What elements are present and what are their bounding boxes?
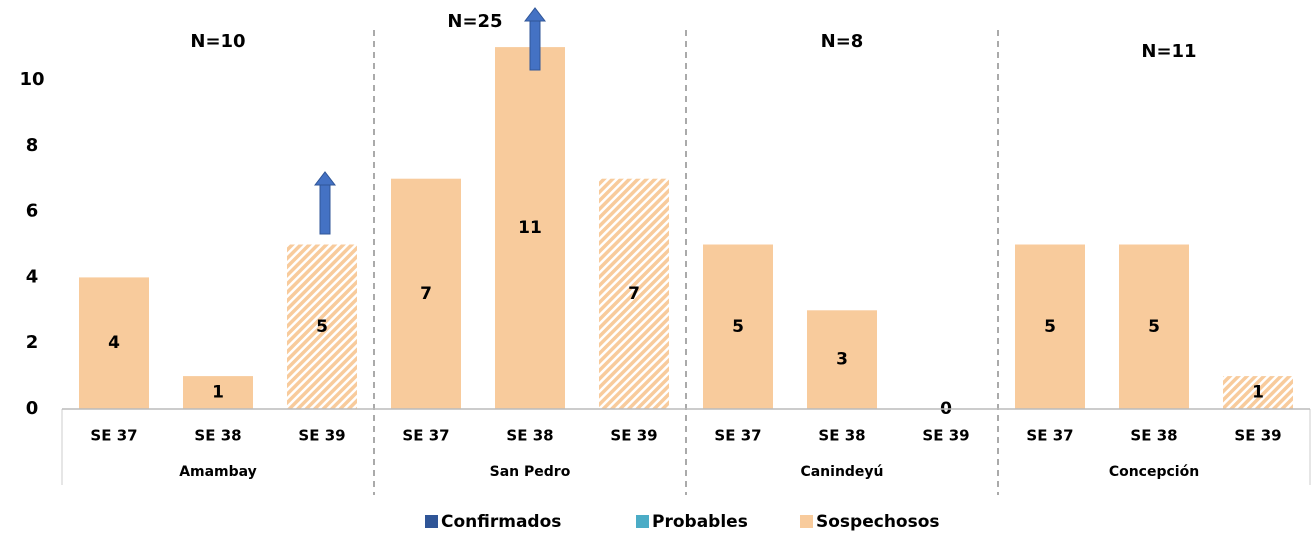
group-label: Amambay <box>179 464 257 480</box>
x-tick-label: SE 37 <box>1026 427 1073 445</box>
legend-swatch <box>800 515 813 528</box>
x-tick-label: SE 37 <box>90 427 137 445</box>
x-tick-label: SE 38 <box>818 427 865 445</box>
legend-label: Probables <box>652 512 748 532</box>
group-label: Canindeyú <box>800 464 883 480</box>
data-label: 1 <box>212 383 224 403</box>
bar <box>1223 376 1293 409</box>
y-tick-label: 8 <box>26 135 39 156</box>
x-tick-label: SE 39 <box>610 427 657 445</box>
x-tick-label: SE 37 <box>402 427 449 445</box>
data-label: 5 <box>316 317 328 337</box>
bar <box>287 244 357 409</box>
data-label: 11 <box>518 218 542 238</box>
data-label: 1 <box>1252 383 1264 403</box>
bar <box>79 277 149 409</box>
y-tick-label: 6 <box>26 201 39 222</box>
bar <box>807 310 877 409</box>
x-tick-label: SE 39 <box>1234 427 1281 445</box>
data-label: 5 <box>1148 317 1160 337</box>
legend-swatch <box>636 515 649 528</box>
n-label: N=8 <box>821 31 864 52</box>
arrow <box>523 7 547 71</box>
legend-swatch <box>425 515 438 528</box>
bar <box>495 47 565 409</box>
bar <box>1119 244 1189 409</box>
y-tick-label: 4 <box>26 266 39 287</box>
n-label: N=11 <box>1141 41 1196 62</box>
group-label: Concepción <box>1109 464 1199 480</box>
y-tick-label: 0 <box>26 398 39 419</box>
data-label: 5 <box>732 317 744 337</box>
x-tick-label: SE 37 <box>714 427 761 445</box>
y-tick-label: 10 <box>19 69 44 90</box>
bar <box>391 178 461 409</box>
data-label: 3 <box>836 350 848 370</box>
n-label: N=25 <box>447 11 502 32</box>
bar <box>1015 244 1085 409</box>
group-label: San Pedro <box>490 464 571 480</box>
x-tick-label: SE 38 <box>194 427 241 445</box>
legend-label: Sospechosos <box>816 512 940 532</box>
data-label: 4 <box>108 333 120 353</box>
x-tick-label: SE 39 <box>298 427 345 445</box>
n-label: N=10 <box>190 31 245 52</box>
x-tick-label: SE 39 <box>922 427 969 445</box>
bar <box>183 376 253 409</box>
data-label: 5 <box>1044 317 1056 337</box>
x-tick-label: SE 38 <box>1130 427 1177 445</box>
arrow <box>313 171 337 235</box>
data-label: 7 <box>628 284 640 304</box>
bar <box>599 178 669 409</box>
x-tick-label: SE 38 <box>506 427 553 445</box>
data-label: 7 <box>420 284 432 304</box>
bar <box>703 244 773 409</box>
legend-label: Confirmados <box>441 512 561 532</box>
y-tick-label: 2 <box>26 332 39 353</box>
